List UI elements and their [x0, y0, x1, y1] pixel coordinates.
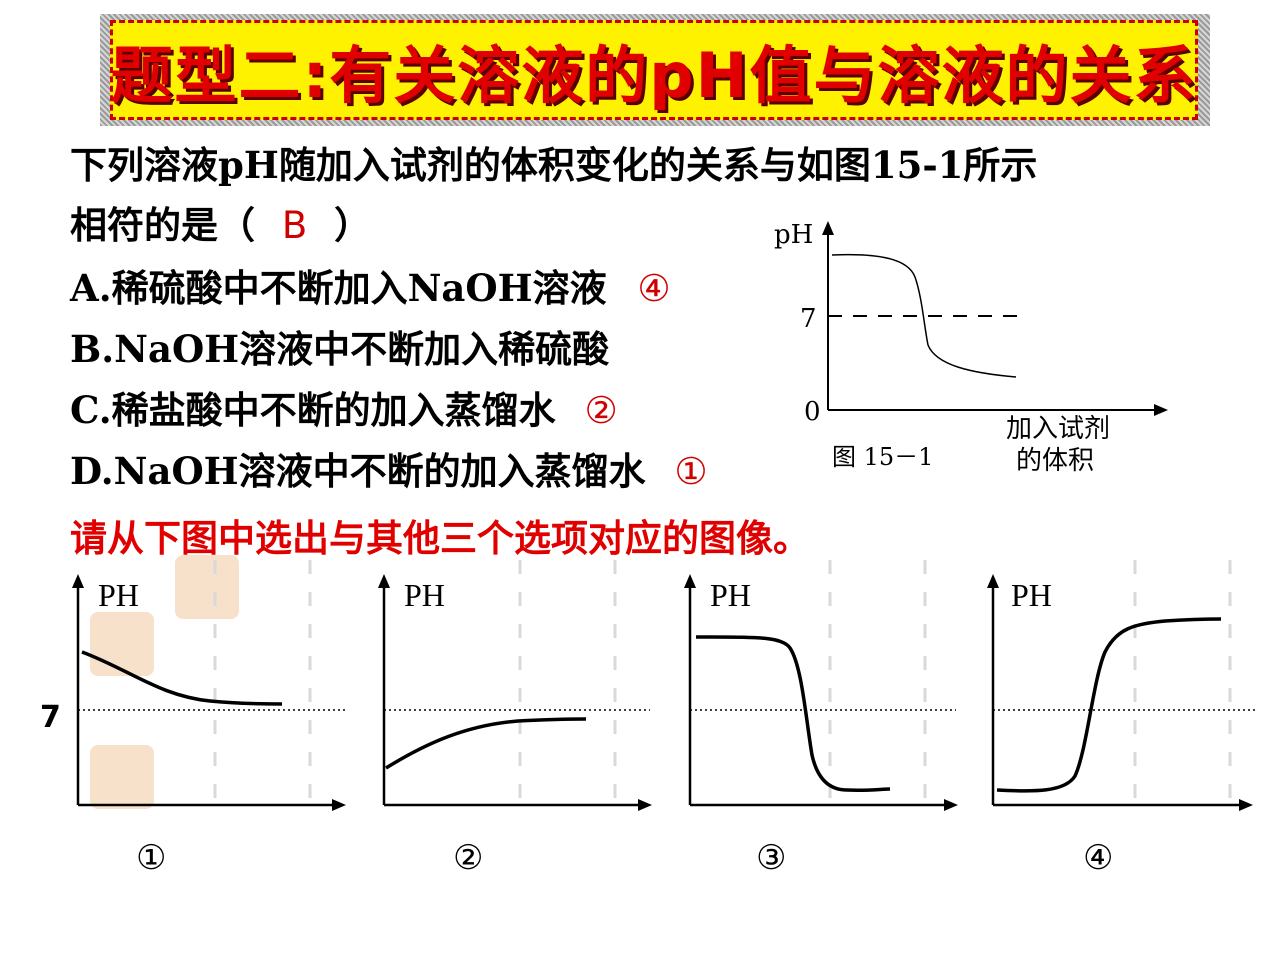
- graph-4-x-arrow: [1239, 799, 1253, 811]
- graph-1-number: ①: [136, 838, 167, 878]
- page-title: 题型二:有关溶液的pH值与溶液的关系: [110, 39, 1198, 112]
- graph-2-curve: [385, 717, 587, 770]
- ref-x-label-2: 的体积: [1016, 446, 1094, 476]
- graph-1: PH: [72, 574, 346, 811]
- option-a: A.稀硫酸中不断加入NaOH溶液 ④: [70, 267, 671, 310]
- graph-4: PH: [987, 574, 1257, 811]
- question-line-2: 相符的是（ B ）: [70, 204, 371, 247]
- graph-2-y-label: PH: [404, 577, 445, 613]
- ref-caption: 图 15－1: [832, 443, 933, 471]
- ref-y-arrow: [822, 221, 834, 235]
- graph-2-number: ②: [453, 838, 484, 878]
- title-banner: 题型二:有关溶液的pH值与溶液的关系: [110, 20, 1198, 120]
- graph-1-y-label: PH: [98, 577, 139, 613]
- graph-4-y-label: PH: [1011, 577, 1052, 613]
- instruction-text: 请从下图中选出与其他三个选项对应的图像。: [70, 516, 810, 560]
- question-line-1: 下列溶液pH随加入试剂的体积变化的关系与如图15-1所示: [70, 143, 1038, 187]
- reference-figure: pH 7 0 加入试剂 的体积 图 15－1: [774, 220, 1168, 476]
- option-b: B.NaOH溶液中不断加入稀硫酸: [70, 331, 609, 368]
- option-d-text: D.NaOH溶液中不断的加入蒸馏水: [70, 449, 646, 493]
- graph-4-y-arrow: [987, 574, 999, 588]
- graph-3-x-arrow: [944, 799, 958, 811]
- background-dashes: [213, 560, 1232, 810]
- graph-2: PH: [378, 574, 652, 811]
- seal-stamp: [175, 555, 239, 619]
- graph-4-curve: [996, 617, 1222, 793]
- graph-1-x-arrow: [332, 799, 346, 811]
- graph-1-y-arrow: [72, 574, 84, 588]
- answer-mark: B: [281, 204, 308, 247]
- option-c-text: C.稀盐酸中不断的加入蒸馏水: [70, 388, 556, 432]
- ref-x-label-1: 加入试剂: [1006, 414, 1110, 444]
- option-d-mark: ①: [674, 450, 708, 493]
- seal-stamp: [90, 612, 154, 676]
- option-c: C.稀盐酸中不断的加入蒸馏水 ②: [70, 389, 618, 432]
- seal-stamp: [90, 745, 154, 809]
- graph-3-curve: [695, 635, 891, 793]
- ref-curve: [831, 253, 1017, 378]
- graph-3-number: ③: [756, 838, 787, 878]
- option-d: D.NaOH溶液中不断的加入蒸馏水 ①: [70, 450, 708, 493]
- question-line-2-suffix: ）: [334, 203, 372, 247]
- graph-1-curve: [81, 650, 283, 706]
- graph-3: PH: [684, 574, 958, 811]
- ref-tick-7: 7: [800, 304, 817, 334]
- graph-2-y-arrow: [378, 574, 390, 588]
- option-a-text: A.稀硫酸中不断加入NaOH溶液: [70, 266, 607, 310]
- ref-origin: 0: [804, 397, 821, 427]
- graph-2-x-arrow: [638, 799, 652, 811]
- option-c-mark: ②: [584, 389, 618, 432]
- graph-3-y-label: PH: [710, 577, 751, 613]
- question-line-2-prefix: 相符的是（: [70, 203, 255, 247]
- graph-3-y-arrow: [684, 574, 696, 588]
- option-b-text: B.NaOH溶液中不断加入稀硫酸: [70, 327, 610, 371]
- option-a-mark: ④: [637, 267, 671, 310]
- ref-x-arrow: [1154, 404, 1168, 416]
- graph-4-number: ④: [1083, 838, 1114, 878]
- graph-1-seven-label: 7: [40, 700, 61, 735]
- ref-y-label: pH: [774, 220, 813, 250]
